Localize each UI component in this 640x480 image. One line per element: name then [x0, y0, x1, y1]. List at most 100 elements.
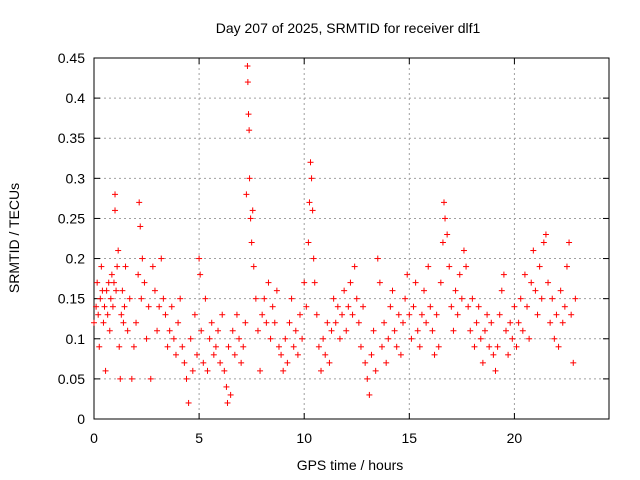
data-point [147, 375, 154, 382]
data-point [100, 319, 107, 326]
data-point [431, 351, 438, 358]
data-point [311, 279, 318, 286]
data-point [106, 327, 113, 334]
data-point [336, 335, 343, 342]
data-point [156, 303, 163, 310]
data-point [194, 351, 200, 358]
data-point [223, 383, 230, 390]
data-point [200, 359, 207, 366]
data-point [477, 335, 484, 342]
y-tick-label: 0.25 [58, 210, 85, 226]
data-point [446, 263, 453, 270]
data-point [334, 303, 341, 310]
data-point [261, 295, 268, 302]
x-tick-label: 10 [296, 430, 312, 446]
data-point [172, 351, 179, 358]
data-point [294, 351, 301, 358]
data-point [160, 295, 167, 302]
data-point [460, 247, 467, 254]
data-point [210, 351, 217, 358]
data-point [494, 343, 501, 350]
data-point [517, 295, 524, 302]
data-point [475, 303, 482, 310]
data-point [221, 367, 228, 374]
data-point [145, 303, 152, 310]
data-point [292, 327, 299, 334]
data-point [492, 367, 499, 374]
data-point [410, 303, 417, 310]
data-point [433, 311, 440, 318]
data-point [185, 399, 192, 406]
data-point [313, 311, 320, 318]
data-point [355, 319, 362, 326]
data-point [320, 335, 327, 342]
data-point [572, 295, 579, 302]
data-point [347, 279, 354, 286]
data-point [282, 335, 289, 342]
x-tick-labels: 0 5 10 15 20 [90, 430, 522, 446]
data-point [393, 343, 400, 350]
data-point [427, 303, 434, 310]
data-point [528, 279, 535, 286]
data-point [244, 63, 251, 70]
y-tick-labels: 0 0.05 0.1 0.15 0.2 0.25 0.3 0.35 0.4 0.45 [58, 50, 85, 427]
data-point [540, 239, 547, 246]
x-tick-label: 15 [402, 430, 418, 446]
data-point [561, 303, 568, 310]
data-point [136, 199, 143, 206]
data-point [257, 367, 264, 374]
data-point [542, 231, 549, 238]
data-point [498, 287, 505, 294]
data-point [570, 359, 577, 366]
data-point [524, 303, 531, 310]
data-point [349, 311, 356, 318]
data-point [387, 303, 394, 310]
data-point [130, 343, 137, 350]
data-point [328, 327, 335, 334]
data-point [151, 287, 158, 294]
data-point [290, 343, 297, 350]
data-point [109, 303, 116, 310]
data-point [269, 303, 276, 310]
data-point [511, 303, 518, 310]
data-point [505, 351, 512, 358]
data-point [98, 263, 105, 270]
data-point [105, 279, 112, 286]
data-point [254, 327, 261, 334]
data-point [318, 367, 325, 374]
data-point [400, 319, 406, 326]
data-point [137, 223, 144, 230]
y-tick-label: 0.4 [66, 90, 86, 106]
data-point [402, 295, 409, 302]
data-point [435, 343, 442, 350]
data-point [224, 399, 231, 406]
data-point [299, 335, 306, 342]
y-tick-label: 0.15 [58, 291, 85, 307]
data-point [343, 327, 350, 334]
data-point [113, 287, 120, 294]
data-point [288, 295, 295, 302]
data-point [149, 263, 156, 270]
data-point [143, 335, 150, 342]
data-point [248, 239, 255, 246]
data-point [454, 311, 461, 318]
data-point [101, 303, 108, 310]
data-point [246, 127, 253, 134]
data-point [322, 351, 329, 358]
data-point [247, 215, 254, 222]
data-point [370, 327, 377, 334]
data-point [389, 287, 396, 294]
data-point [273, 287, 280, 294]
data-point [374, 255, 381, 262]
data-point [154, 327, 161, 334]
data-point [488, 319, 495, 326]
data-point [496, 311, 503, 318]
data-point [219, 311, 226, 318]
data-point [536, 263, 543, 270]
data-point [326, 359, 333, 366]
data-point [271, 319, 278, 326]
data-point [465, 303, 472, 310]
y-tick-label: 0.35 [58, 130, 85, 146]
data-point [243, 191, 250, 198]
data-point [189, 367, 196, 374]
